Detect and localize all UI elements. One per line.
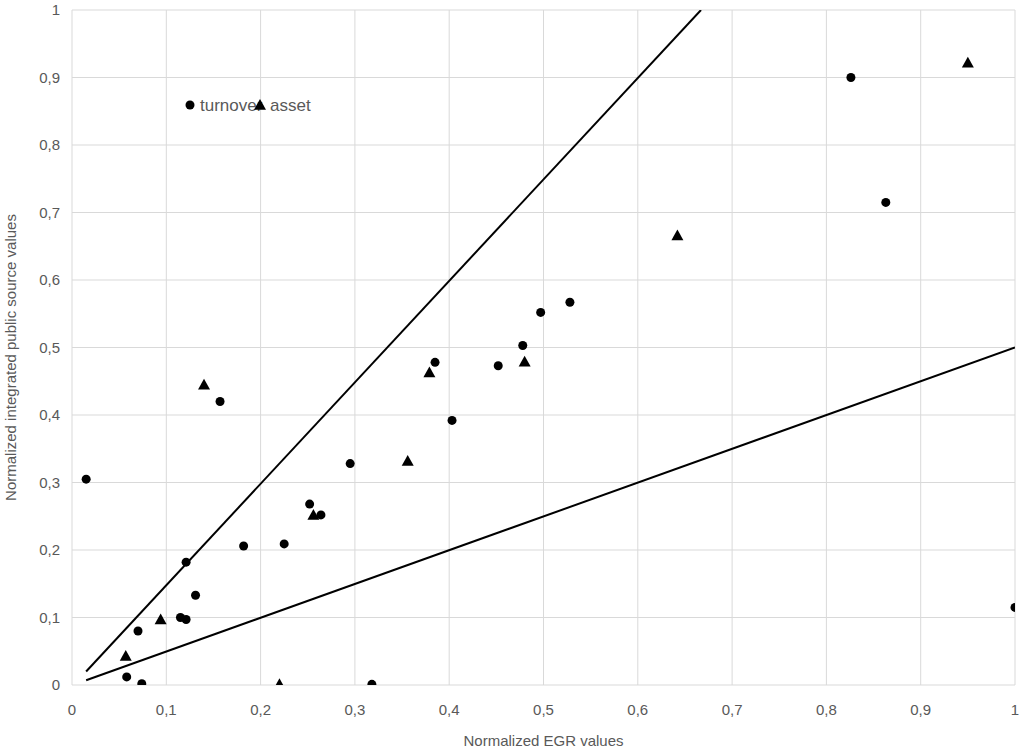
point [307, 509, 319, 520]
point [280, 539, 289, 548]
legend-marker [254, 99, 266, 110]
x-tick-label: 0,5 [533, 701, 554, 718]
y-grid-line [72, 347, 1015, 348]
point [122, 672, 131, 681]
point [120, 650, 132, 661]
point [402, 455, 414, 466]
x-tick-label: 0,2 [250, 701, 271, 718]
point [305, 500, 314, 509]
y-tick-label: 0,5 [39, 339, 60, 356]
y-tick-label: 0,7 [39, 204, 60, 221]
x-tick-label: 0,4 [439, 701, 460, 718]
point [239, 541, 248, 550]
background [0, 0, 1022, 752]
point [448, 416, 457, 425]
point [518, 341, 527, 350]
y-grid-line [72, 10, 1015, 11]
y-grid-line [72, 77, 1015, 78]
point [431, 358, 440, 367]
y-grid-line [72, 482, 1015, 483]
x-tick-label: 0 [68, 701, 76, 718]
y-tick-label: 0,1 [39, 609, 60, 626]
chart: 0 0,1 0,2 0,3 0,4 0,5 0,6 0,7 0,8 0,9 1 0 0,1 0,2 0,3 0… [0, 0, 1022, 752]
y-grid-line [72, 145, 1015, 146]
y-grid-line [72, 685, 1015, 686]
y-grid-line [72, 212, 1015, 213]
y-tick-label: 0,8 [39, 136, 60, 153]
legend: turnover asset [186, 96, 311, 115]
point [182, 615, 191, 624]
point [198, 379, 210, 390]
reference-line [86, 10, 701, 672]
point [519, 356, 531, 367]
point [881, 198, 890, 207]
y-grid-line [72, 415, 1015, 416]
point [346, 459, 355, 468]
legend-label: turnover [200, 96, 263, 115]
point [134, 627, 143, 636]
y-grid-line [72, 280, 1015, 281]
y-tick-label: 0 [52, 676, 60, 693]
y-tick-label: 0,2 [39, 541, 60, 558]
point [273, 678, 285, 685]
point [1011, 603, 1016, 612]
y-tick-label: 0,4 [39, 406, 60, 423]
point [82, 475, 91, 484]
y-tick-label: 1 [52, 1, 60, 18]
x-tick-label: 0,1 [156, 701, 177, 718]
x-tick-label: 0,6 [627, 701, 648, 718]
x-tick-label: 1 [1011, 701, 1019, 718]
point [565, 298, 574, 307]
y-grid-line [72, 617, 1015, 618]
legend-label: asset [270, 96, 311, 115]
point [671, 229, 683, 240]
x-tick-label: 0,8 [816, 701, 837, 718]
point [367, 680, 376, 685]
y-grid-line [72, 550, 1015, 551]
point [962, 57, 974, 68]
grid [72, 10, 1015, 685]
y-tick-label: 0,9 [39, 69, 60, 86]
point [494, 361, 503, 370]
x-tick-label: 0,9 [910, 701, 931, 718]
reference-line [86, 348, 1015, 681]
y-tick-label: 0,3 [39, 474, 60, 491]
point [191, 591, 200, 600]
legend-marker [186, 101, 195, 110]
y-tick-label: 0,6 [39, 271, 60, 288]
point [846, 73, 855, 82]
point [216, 397, 225, 406]
x-axis-title: Normalized EGR values [463, 732, 623, 749]
x-tick-label: 0,7 [722, 701, 743, 718]
point [155, 614, 167, 625]
point [137, 679, 146, 685]
point [423, 366, 435, 377]
x-tick-label: 0,3 [344, 701, 365, 718]
plot-area [82, 10, 1015, 685]
y-axis-title: Normalized integrated public source valu… [2, 214, 19, 501]
point [536, 308, 545, 317]
